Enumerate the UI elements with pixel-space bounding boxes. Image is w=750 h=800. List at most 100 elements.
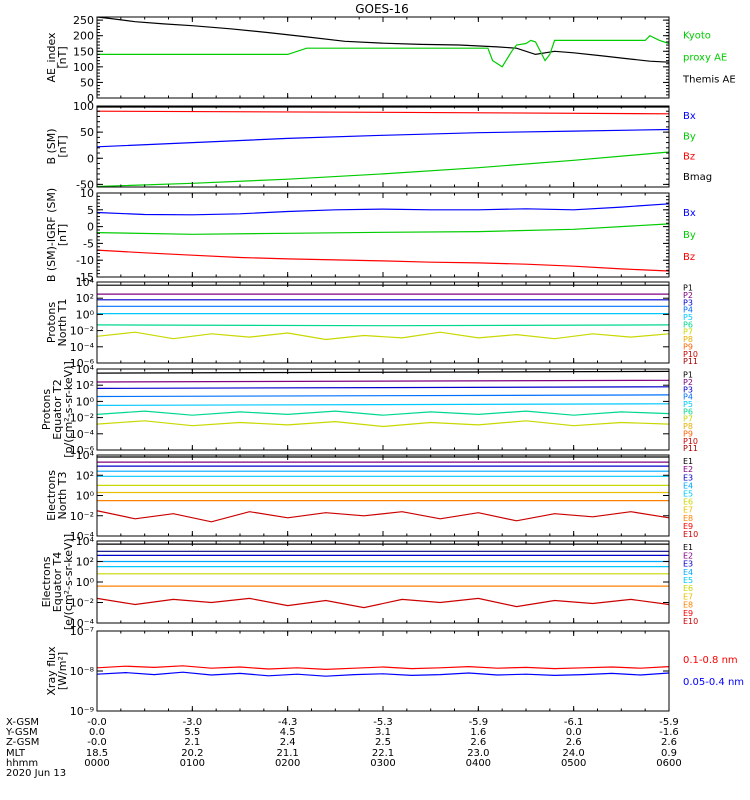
x-tick-label: -5.9 (659, 717, 679, 728)
y-axis-label-line: Equator T4 (51, 552, 64, 612)
x-row-label: MLT (6, 748, 26, 759)
x-tick-label: 0.0 (566, 727, 582, 738)
y-tick-label: 100 (73, 61, 94, 74)
y-tick-label: 100 (73, 100, 94, 113)
x-tick-label: -0.0 (87, 717, 107, 728)
x-tick-label: 2.6 (470, 737, 486, 748)
y-axis-label: Xray flux[W/m²] (45, 646, 69, 696)
x-row-label: hhmm (6, 758, 38, 769)
x-tick-label: 21.1 (277, 748, 299, 759)
series-line-xray-0 (97, 665, 669, 671)
y-tick-label: 10² (76, 379, 94, 392)
x-row-label: Y-GSM (5, 727, 38, 738)
series-legend-label: E1 (683, 457, 693, 466)
series-legend-label: P6 (683, 320, 693, 329)
series-legend-label: P7 (683, 415, 693, 424)
series-legend-label: By (683, 230, 696, 241)
y-tick-label: 10⁻² (70, 412, 94, 425)
y-axis-label-line: North T1 (56, 299, 69, 347)
x-row-label: X-GSM (6, 717, 39, 728)
series-legend-label: E9 (683, 522, 693, 531)
y-tick-label: 10² (76, 292, 94, 305)
series-legend-label: E5 (683, 489, 693, 498)
chart-title: GOES-16 (355, 2, 409, 16)
series-legend-label: E5 (683, 576, 693, 585)
series-legend-label: E7 (683, 592, 693, 601)
series-line-elecn-8 (97, 510, 669, 523)
series-legend-label: P3 (683, 298, 693, 307)
y-tick-label: 10⁻⁴ (70, 530, 95, 543)
series-legend-label: E10 (683, 530, 698, 539)
y-tick-label: 10⁰ (76, 395, 95, 408)
y-tick-label: 250 (73, 14, 94, 27)
y-axis-label-line: [nT] (56, 224, 69, 246)
y-tick-label: 10⁴ (76, 449, 95, 462)
y-tick-label: 10² (76, 469, 94, 482)
series-legend-label: P9 (683, 429, 693, 438)
y-tick-label: 50 (80, 126, 94, 139)
y-tick-label: 10⁻⁶ (70, 357, 95, 370)
series-line-ae-1 (97, 34, 669, 68)
series-legend-label: P10 (683, 437, 698, 446)
series-line-prote-1 (97, 379, 669, 383)
series-line-elece-7 (97, 597, 669, 609)
series-legend-label: E6 (683, 584, 693, 593)
y-axis-label-line: [e/(cm²-s-sr-keV)] (62, 534, 75, 630)
x-tick-label: 0500 (561, 758, 586, 769)
panel-bigrf: -15 -10 -5 0 5 10 B (SM)-IGRF (SM)[nT] Bx By Bz (45, 187, 696, 284)
series-line-bigrf-1 (97, 223, 669, 235)
panel-bsm: -50 0 50 100 B (SM)[nT] Bx By Bz Bmag (45, 100, 712, 191)
series-legend-label: E9 (683, 609, 693, 618)
y-axis-label-line: B (SM)-IGRF (SM) (45, 188, 58, 282)
y-tick-label: 0 (87, 92, 94, 105)
y-tick-label: 10⁻⁹ (70, 705, 94, 718)
panel-ae: 0 50 100 150 200 250 AE_index[nT] Kyoto proxy AE… (45, 14, 736, 105)
series-legend-label: P4 (683, 393, 693, 402)
y-tick-label: 10⁻⁴ (70, 617, 95, 630)
y-tick-label: 10⁴ (76, 276, 95, 289)
series-legend-label: Bmag (683, 172, 712, 183)
x-tick-label: 0300 (370, 758, 395, 769)
y-axis-label: B (SM)[nT] (45, 128, 69, 164)
x-row-label: Z-GSM (6, 737, 39, 748)
series-line-bsm-3 (97, 151, 669, 187)
series-legend-label: P2 (683, 378, 693, 387)
panel-frame (96, 454, 670, 537)
series-legend-label: Bz (683, 252, 695, 263)
x-tick-label: -5.3 (373, 717, 393, 728)
series-legend-label: P5 (683, 313, 693, 322)
x-tick-label: 0200 (275, 758, 300, 769)
x-tick-label: 3.1 (375, 727, 391, 738)
series-legend-label: 0.1-0.8 nm (683, 655, 738, 666)
y-tick-label: 10⁻⁶ (70, 444, 95, 457)
series-line-bsm-2 (97, 128, 669, 148)
y-axis-label-line: North T3 (56, 472, 69, 520)
series-legend-label: E8 (683, 514, 693, 523)
x-tick-label: 23.0 (467, 748, 489, 759)
y-tick-label: -50 (76, 178, 94, 191)
panel-frame (96, 16, 670, 99)
series-legend-label: P9 (683, 342, 693, 351)
series-legend-label: Bx (683, 111, 696, 122)
x-tick-label: 0100 (180, 758, 205, 769)
x-tick-label: 2.4 (280, 737, 296, 748)
x-tick-label: 0600 (656, 758, 681, 769)
series-legend-label: P11 (683, 357, 698, 366)
y-axis-label: B (SM)-IGRF (SM)[nT] (45, 188, 69, 282)
y-axis-label-line: [nT] (56, 135, 69, 157)
y-axis-label-line: Protons (40, 389, 53, 430)
series-legend-label: P11 (683, 444, 698, 453)
series-legend-label: P6 (683, 407, 693, 416)
x-tick-label: 2.6 (566, 737, 582, 748)
y-tick-label: 10 (80, 187, 94, 200)
y-axis-label-line: B (SM) (45, 128, 58, 164)
series-legend-label: E8 (683, 601, 693, 610)
